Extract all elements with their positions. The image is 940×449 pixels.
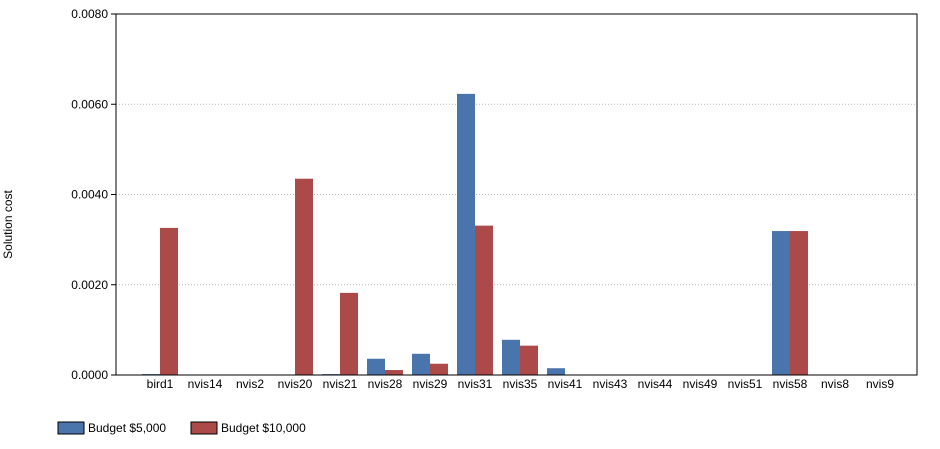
x-tick-label: nvis9	[866, 377, 894, 391]
legend-label: Budget $5,000	[88, 421, 166, 435]
x-tick-label: nvis35	[503, 377, 538, 391]
bar-budget-5000-nvis31	[457, 93, 475, 375]
bar-budget-5000-nvis58	[772, 231, 790, 375]
x-tick-label: nvis58	[773, 377, 808, 391]
x-tick-label: nvis43	[593, 377, 628, 391]
bar-budget-5000-nvis29	[412, 353, 430, 375]
x-tick-label: nvis51	[728, 377, 763, 391]
x-tick-label: nvis31	[458, 377, 493, 391]
y-tick-label: 0.0080	[71, 7, 108, 21]
legend: Budget $5,000 Budget $10,000	[57, 421, 306, 435]
legend-swatch	[190, 421, 218, 435]
x-tick-label: nvis21	[323, 377, 358, 391]
bar-budget-5000-nvis28	[367, 358, 385, 375]
y-tick-label: 0.0020	[71, 278, 108, 292]
bar-budget-5000-nvis35	[502, 339, 520, 375]
x-axis-ticks: bird1 nvis14 nvis2 nvis20 nvis21 nvis28 nvis29…	[147, 377, 895, 391]
y-tick-label: 0.0040	[71, 188, 108, 202]
bar-budget-10000-nvis31	[475, 225, 493, 375]
y-tick-label: 0.0060	[71, 97, 108, 111]
x-tick-label: bird1	[147, 377, 174, 391]
bar-budget-10000-nvis20	[295, 178, 313, 375]
x-tick-label: nvis2	[236, 377, 264, 391]
x-tick-label: nvis29	[413, 377, 448, 391]
x-tick-label: nvis44	[638, 377, 673, 391]
bar-budget-10000-nvis28	[385, 370, 403, 375]
bar-budget-10000-bird1	[160, 227, 178, 375]
bar-budget-10000-nvis21	[340, 292, 358, 375]
x-tick-label: nvis20	[278, 377, 313, 391]
y-tick-label: 0.0000	[71, 368, 108, 382]
legend-swatch	[57, 421, 85, 435]
x-tick-label: nvis8	[821, 377, 849, 391]
x-tick-label: nvis14	[188, 377, 223, 391]
legend-label: Budget $10,000	[221, 421, 306, 435]
y-axis-ticks: 0.0000 0.0020 0.0040 0.0060 0.0080	[71, 7, 116, 382]
bar-budget-5000-nvis41	[547, 368, 565, 375]
x-tick-label: nvis28	[368, 377, 403, 391]
bars	[142, 93, 808, 375]
x-tick-label: nvis41	[548, 377, 583, 391]
x-tick-label: nvis49	[683, 377, 718, 391]
y-axis-title: Solution cost	[1, 189, 15, 258]
bar-budget-10000-nvis35	[520, 345, 538, 375]
bar-budget-10000-nvis29	[430, 363, 448, 375]
bar-budget-10000-nvis58	[790, 231, 808, 375]
